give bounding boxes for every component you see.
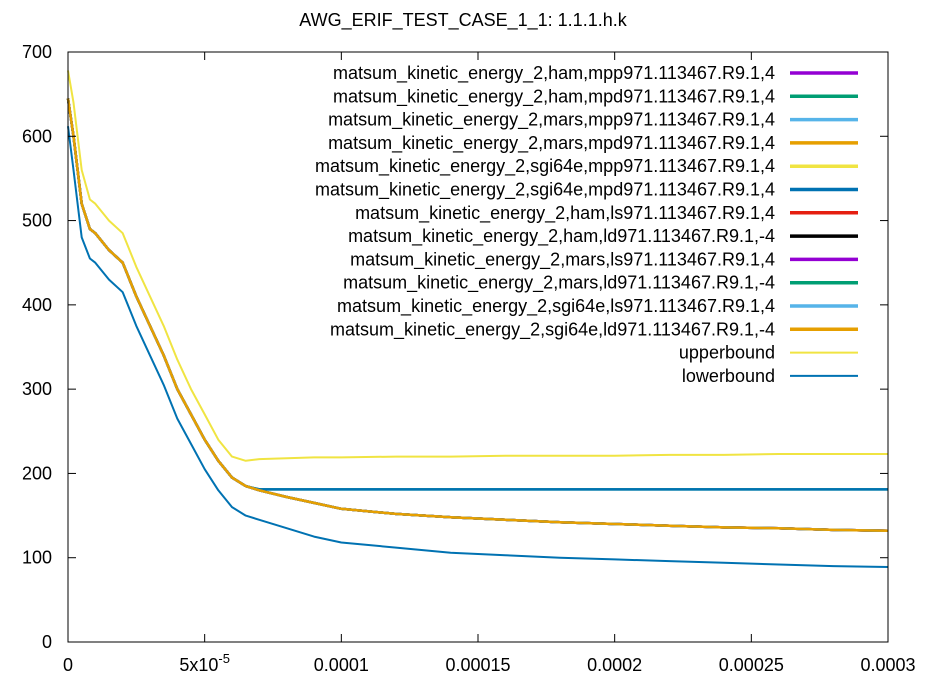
x-tick-label: 0.0001 <box>314 655 369 675</box>
legend-label: matsum_kinetic_energy_2,sgi64e,mpp971.11… <box>315 156 775 177</box>
legend-label: matsum_kinetic_energy_2,ham,ls971.113467… <box>355 203 775 224</box>
y-tick-label: 400 <box>22 295 52 315</box>
x-tick-label: 0 <box>63 655 73 675</box>
y-tick-label: 200 <box>22 463 52 483</box>
y-tick-label: 300 <box>22 379 52 399</box>
x-tick-label: 0.0003 <box>860 655 915 675</box>
series-line <box>67 70 888 462</box>
series-layer <box>66 70 889 568</box>
chart-title: AWG_ERIF_TEST_CASE_1_1: 1.1.1.h.k <box>299 10 627 31</box>
x-tick-label-exponent: -5 <box>218 651 230 666</box>
legend-label: lowerbound <box>682 366 775 386</box>
legend-label: upperbound <box>679 343 775 363</box>
series-line <box>67 126 889 568</box>
legend-label: matsum_kinetic_energy_2,sgi64e,ls971.113… <box>337 296 775 317</box>
legend-label: matsum_kinetic_energy_2,sgi64e,ld971.113… <box>330 319 775 340</box>
y-tick-label: 100 <box>22 548 52 568</box>
legend-label: matsum_kinetic_energy_2,mars,ld971.11346… <box>343 273 775 294</box>
x-tick-label: 0.00025 <box>719 655 784 675</box>
legend-label: matsum_kinetic_energy_2,mars,mpd971.1134… <box>328 133 775 154</box>
legend-label: matsum_kinetic_energy_2,ham,ld971.113467… <box>348 226 775 247</box>
x-tick-label: 0.0002 <box>587 655 642 675</box>
y-tick-label: 0 <box>42 632 52 652</box>
series-line <box>66 98 889 532</box>
legend-label: matsum_kinetic_energy_2,sgi64e,mpd971.11… <box>315 180 775 201</box>
legend-label: matsum_kinetic_energy_2,mars,mpp971.1134… <box>328 110 775 131</box>
legend: matsum_kinetic_energy_2,ham,mpp971.11346… <box>315 63 858 386</box>
legend-label: matsum_kinetic_energy_2,ham,mpp971.11346… <box>333 63 775 84</box>
y-tick-label: 600 <box>22 126 52 146</box>
axes-layer: 0 5x10-5 0.0001 0.00015 0.0002 0.00025 0.0003 0… <box>22 42 916 675</box>
y-tick-label: 700 <box>22 42 52 62</box>
legend-label: matsum_kinetic_energy_2,ham,mpd971.11346… <box>333 86 775 107</box>
x-tick-label: 5x10-5 <box>179 651 230 675</box>
y-tick-label: 500 <box>22 211 52 231</box>
x-tick-label: 0.00015 <box>445 655 510 675</box>
legend-label: matsum_kinetic_energy_2,mars,ls971.11346… <box>350 249 775 270</box>
